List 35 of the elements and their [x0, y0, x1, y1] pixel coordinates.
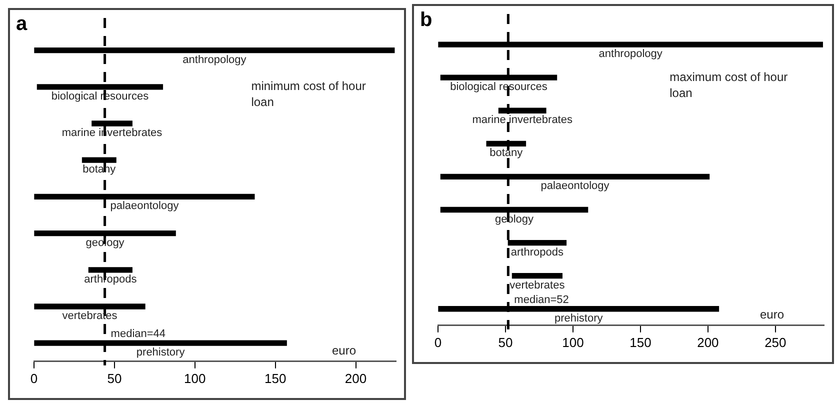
- y-tick-label: biological resources: [450, 81, 548, 94]
- y-tick-label: botany: [82, 164, 116, 176]
- y-tick-label: arthropods: [84, 273, 138, 286]
- x-tick-label: 50: [498, 334, 513, 350]
- y-tick-label: botany: [490, 147, 524, 160]
- chart-title: b: [420, 9, 432, 31]
- x-tick-label: 50: [107, 370, 122, 386]
- x-tick-label: 0: [434, 334, 442, 350]
- y-tick-label: prehistory: [554, 312, 604, 324]
- y-tick-label: prehistory: [136, 346, 186, 359]
- y-tick-label: geology: [86, 236, 125, 249]
- bar: [512, 273, 562, 279]
- ref-line-label: median=52: [514, 294, 569, 306]
- x-axis-title: euro: [760, 308, 784, 322]
- y-tick-label: vertebrates: [62, 310, 118, 322]
- x-tick-label: 100: [184, 370, 206, 386]
- x-tick-label: 150: [630, 334, 652, 350]
- y-tick-label: marine invertebrates: [472, 114, 573, 126]
- y-tick-label: palaeontology: [110, 200, 180, 212]
- x-tick-label: 200: [697, 334, 719, 350]
- x-tick-label: 250: [764, 334, 786, 350]
- x-axis-title: euro: [332, 344, 356, 358]
- y-tick-label: arthropods: [510, 246, 564, 258]
- chart-title: a: [16, 13, 28, 35]
- ref-line-label: median=44: [110, 328, 166, 340]
- x-tick-label: 150: [264, 370, 286, 386]
- x-tick-label: 200: [344, 370, 367, 386]
- annotation: maximum cost of hour loan: [670, 70, 788, 100]
- annotation: minimum cost of hour loan: [251, 79, 366, 110]
- y-tick-label: palaeontology: [540, 180, 610, 192]
- y-tick-label: vertebrates: [510, 279, 566, 292]
- x-tick-label: 0: [30, 370, 38, 386]
- x-tick-label: 100: [562, 334, 584, 350]
- y-tick-label: anthropology: [182, 54, 247, 66]
- y-tick-label: anthropology: [598, 48, 663, 60]
